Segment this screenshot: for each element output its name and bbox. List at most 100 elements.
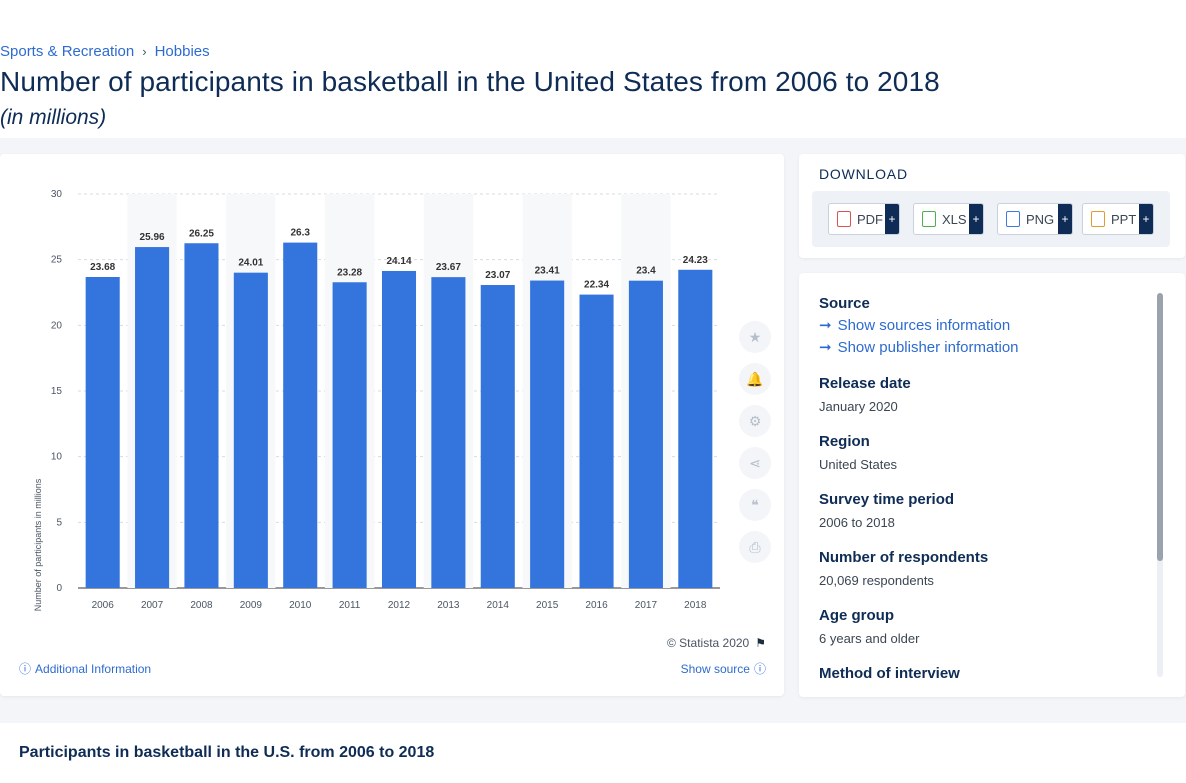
data-label: 26.25 — [189, 228, 214, 239]
x-tick-label: 2013 — [437, 600, 460, 611]
y-tick-label: 5 — [56, 517, 62, 528]
related-title[interactable]: Participants in basketball in the U.S. f… — [19, 744, 435, 761]
x-tick-label: 2016 — [585, 600, 608, 611]
additional-info-link[interactable]: ⓘ Additional Information — [19, 660, 151, 677]
region-value: United States — [819, 457, 898, 472]
age-section: Age group 6 years and older — [819, 607, 1149, 646]
plus-icon: + — [1139, 204, 1153, 234]
x-tick-label: 2017 — [635, 600, 658, 611]
download-card: DOWNLOAD PDF + XLS + PNG + PPT + — [799, 154, 1185, 258]
bars — [85, 242, 713, 589]
bar — [431, 277, 466, 588]
ppt-file-icon — [1091, 211, 1105, 227]
data-label: 23.67 — [436, 262, 461, 273]
xls-file-icon — [922, 211, 936, 227]
info-icon: ⓘ — [753, 662, 766, 676]
page-title: Number of participants in basketball in … — [0, 66, 940, 97]
download-xls-button[interactable]: XLS + — [913, 203, 984, 235]
png-file-icon — [1006, 211, 1020, 227]
data-label: 24.01 — [238, 258, 263, 269]
source-details: Source ➞ Show sources information ➞ Show… — [819, 295, 1149, 697]
x-tick-label: 2008 — [190, 600, 213, 611]
breadcrumb-hobbies[interactable]: Hobbies — [154, 43, 210, 60]
method-section: Method of interview — [819, 665, 1149, 682]
bar — [628, 280, 663, 588]
bar — [135, 247, 170, 589]
download-title: DOWNLOAD — [819, 166, 908, 182]
download-ppt-button[interactable]: PPT + — [1082, 203, 1154, 235]
info-icon: ⓘ — [19, 662, 32, 676]
respondents-section: Number of respondents 20,069 respondents — [819, 549, 1149, 588]
bar-chart: 23.68 25.96 26.25 24.01 26.3 23.28 24.14 23.67 2… — [33, 189, 720, 611]
gear-icon[interactable]: ⚙ — [739, 405, 771, 437]
release-section: Release date January 2020 — [819, 375, 1149, 414]
share-icon[interactable]: ⋖ — [739, 447, 771, 479]
flag-icon[interactable]: ⚑ — [755, 636, 766, 650]
y-tick-label: 30 — [51, 189, 63, 200]
x-tick-labels: 2006 2007 2008 2009 2010 2011 2012 2013 2014 2015… — [92, 600, 707, 611]
show-source-label: Show source — [680, 661, 750, 676]
bar — [381, 270, 417, 588]
data-label: 23.07 — [485, 270, 510, 281]
data-label: 22.34 — [584, 280, 609, 291]
scrollbar-thumb[interactable] — [1157, 293, 1163, 561]
chart-card: 23.68 25.96 26.25 24.01 26.3 23.28 24.14 23.67 2… — [0, 154, 784, 696]
x-tick-label: 2010 — [289, 600, 312, 611]
region-section: Region United States — [819, 433, 1149, 472]
value-labels: 23.68 25.96 26.25 24.01 26.3 23.28 24.14 23.67 2… — [90, 228, 708, 291]
y-tick-label: 20 — [51, 320, 63, 331]
y-tick-label: 10 — [51, 452, 63, 463]
data-label: 24.14 — [386, 256, 411, 267]
data-label: 23.41 — [535, 266, 560, 277]
additional-info-label: Additional Information — [35, 661, 152, 676]
quote-icon[interactable]: ❝ — [739, 489, 771, 521]
x-tick-label: 2009 — [240, 600, 263, 611]
show-publisher-label: Show publisher information — [837, 338, 1019, 356]
source-label: Source — [819, 295, 870, 312]
breadcrumb: Sports & Recreation › Hobbies — [0, 43, 210, 60]
arrow-right-icon: ➞ — [819, 339, 832, 356]
copyright: © Statista 2020 ⚑ — [667, 636, 766, 650]
bar — [678, 269, 713, 588]
x-tick-label: 2007 — [141, 600, 164, 611]
respondents-label: Number of respondents — [819, 549, 989, 566]
bar — [184, 243, 219, 588]
arrow-right-icon: ➞ — [819, 317, 832, 334]
breadcrumb-sports[interactable]: Sports & Recreation — [0, 43, 135, 60]
download-png-button[interactable]: PNG + — [997, 203, 1073, 235]
x-tick-label: 2015 — [536, 600, 559, 611]
show-sources-link[interactable]: ➞ Show sources information — [819, 316, 1149, 335]
xls-label: XLS — [942, 211, 967, 227]
star-icon[interactable]: ★ — [739, 321, 771, 353]
bar — [332, 282, 367, 588]
bar — [579, 294, 614, 588]
bell-icon[interactable]: 🔔 — [739, 363, 771, 395]
y-tick-label: 0 — [56, 583, 62, 594]
download-pdf-button[interactable]: PDF + — [828, 203, 900, 235]
breadcrumb-separator: › — [142, 44, 147, 59]
x-tick-label: 2012 — [388, 600, 411, 611]
y-tick-labels: 0 5 10 15 20 25 30 — [51, 189, 63, 594]
x-tick-label: 2014 — [487, 600, 510, 611]
data-label: 23.28 — [337, 267, 362, 278]
y-tick-label: 25 — [51, 255, 63, 266]
bar — [480, 285, 515, 588]
data-label: 23.4 — [636, 266, 656, 277]
bar — [530, 280, 565, 588]
download-buttons: PDF + XLS + PNG + PPT + — [812, 191, 1170, 247]
period-label: Survey time period — [819, 491, 955, 508]
show-source-link[interactable]: Show source ⓘ — [681, 660, 766, 677]
plus-icon: + — [1058, 204, 1072, 234]
page-subtitle: (in millions) — [0, 106, 107, 129]
x-tick-label: 2018 — [684, 600, 707, 611]
data-label: 26.3 — [290, 228, 310, 239]
plus-icon: + — [969, 204, 983, 234]
ppt-label: PPT — [1111, 211, 1137, 227]
period-section: Survey time period 2006 to 2018 — [819, 491, 1149, 530]
print-icon[interactable]: ⎙ — [739, 531, 771, 563]
release-value: January 2020 — [819, 399, 898, 414]
png-label: PNG — [1026, 211, 1055, 227]
show-publisher-link[interactable]: ➞ Show publisher information — [819, 338, 1149, 357]
source-section: Source ➞ Show sources information ➞ Show… — [819, 295, 1149, 356]
y-tick-label: 15 — [51, 386, 63, 397]
